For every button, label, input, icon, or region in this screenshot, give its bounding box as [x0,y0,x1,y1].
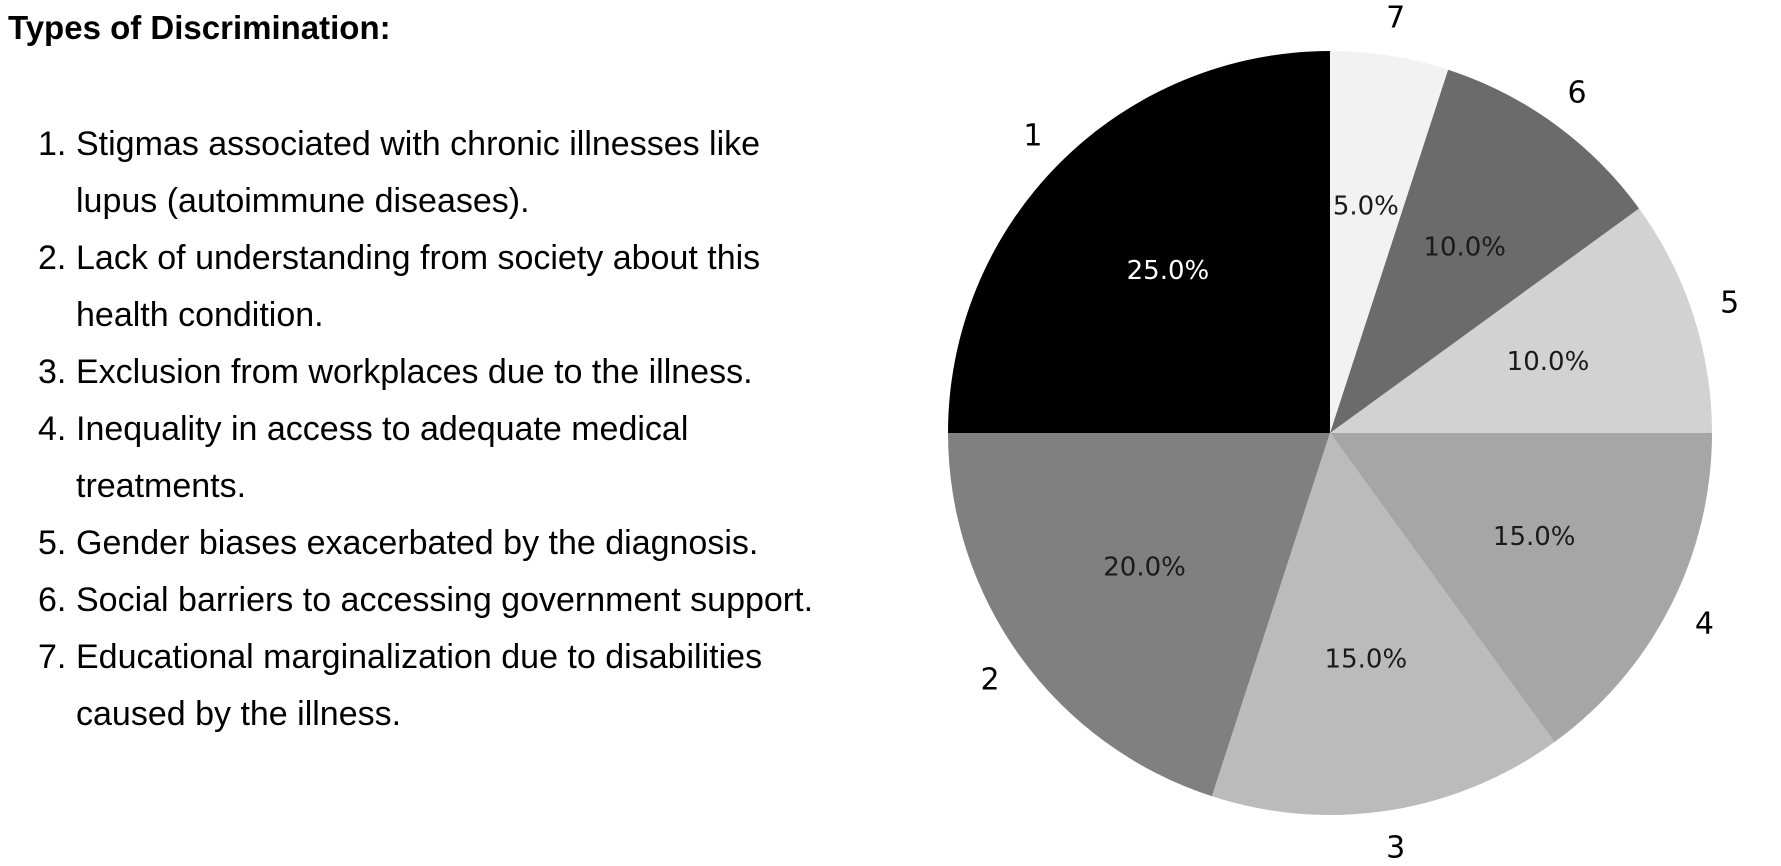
list-item-text: Social barriers to accessing government … [76,581,814,619]
percent-label-5: 10.0% [1507,347,1590,377]
percent-label-4: 15.0% [1493,522,1576,552]
percent-label-3: 15.0% [1325,644,1408,674]
list-item: 6. Social barriers to accessing governme… [38,572,868,629]
pie-slice-2 [948,433,1330,797]
list-item-text: Inequality in access to adequate medical… [76,410,689,505]
slice-label-5: 5 [1720,286,1739,321]
page-title: Types of Discrimination: [8,9,391,46]
pie-slice-5 [1330,208,1712,433]
pie-chart: 25.0% 1 20.0% 2 15.0% 3 15.0% 4 10.0% 5 10.0% 6 5.0%… [948,0,1739,866]
list-item: 5. Gender biases exacerbated by the diag… [38,515,868,572]
list-item-number: 4. [38,410,67,448]
pie-slice-3 [1211,433,1555,815]
list-item: 3. Exclusion from workplaces due to the … [38,344,868,401]
percent-label-2: 20.0% [1103,553,1186,583]
pie-slice-6 [1330,69,1640,433]
slice-label-6: 6 [1567,76,1586,111]
list-item-text: Exclusion from workplaces due to the ill… [76,353,753,391]
list-item: 7. Educational marginalization due to di… [38,629,868,743]
discrimination-list: 1. Stigmas associated with chronic illne… [38,116,868,743]
list-item-number: 2. [38,239,67,277]
list-item-text: Lack of understanding from society about… [76,239,761,334]
list-item: 2. Lack of understanding from society ab… [38,230,868,344]
list-item-text: Gender biases exacerbated by the diagnos… [76,524,759,562]
list-item-text: Educational marginalization due to disab… [76,638,763,733]
slice-label-1: 1 [1023,118,1042,153]
list-item: 4. Inequality in access to adequate medi… [38,401,868,515]
slice-label-4: 4 [1695,606,1714,641]
percent-label-6: 10.0% [1423,233,1506,263]
list-item-number: 7. [38,638,67,676]
percent-label-7: 5.0% [1333,192,1399,222]
list-item-text: Stigmas associated with chronic illnesse… [76,125,761,220]
pie-slice-1 [948,51,1330,433]
list-item-number: 1. [38,125,67,163]
slice-label-7: 7 [1386,0,1405,35]
slice-label-2: 2 [981,662,1000,697]
list-item-number: 6. [38,581,67,619]
slice-label-3: 3 [1386,831,1405,866]
percent-label-1: 25.0% [1127,256,1210,286]
list-item-number: 5. [38,524,67,562]
list-item: 1. Stigmas associated with chronic illne… [38,116,868,230]
pie-slice-7 [1330,51,1449,433]
pie-slice-4 [1330,433,1712,743]
list-item-number: 3. [38,353,67,391]
